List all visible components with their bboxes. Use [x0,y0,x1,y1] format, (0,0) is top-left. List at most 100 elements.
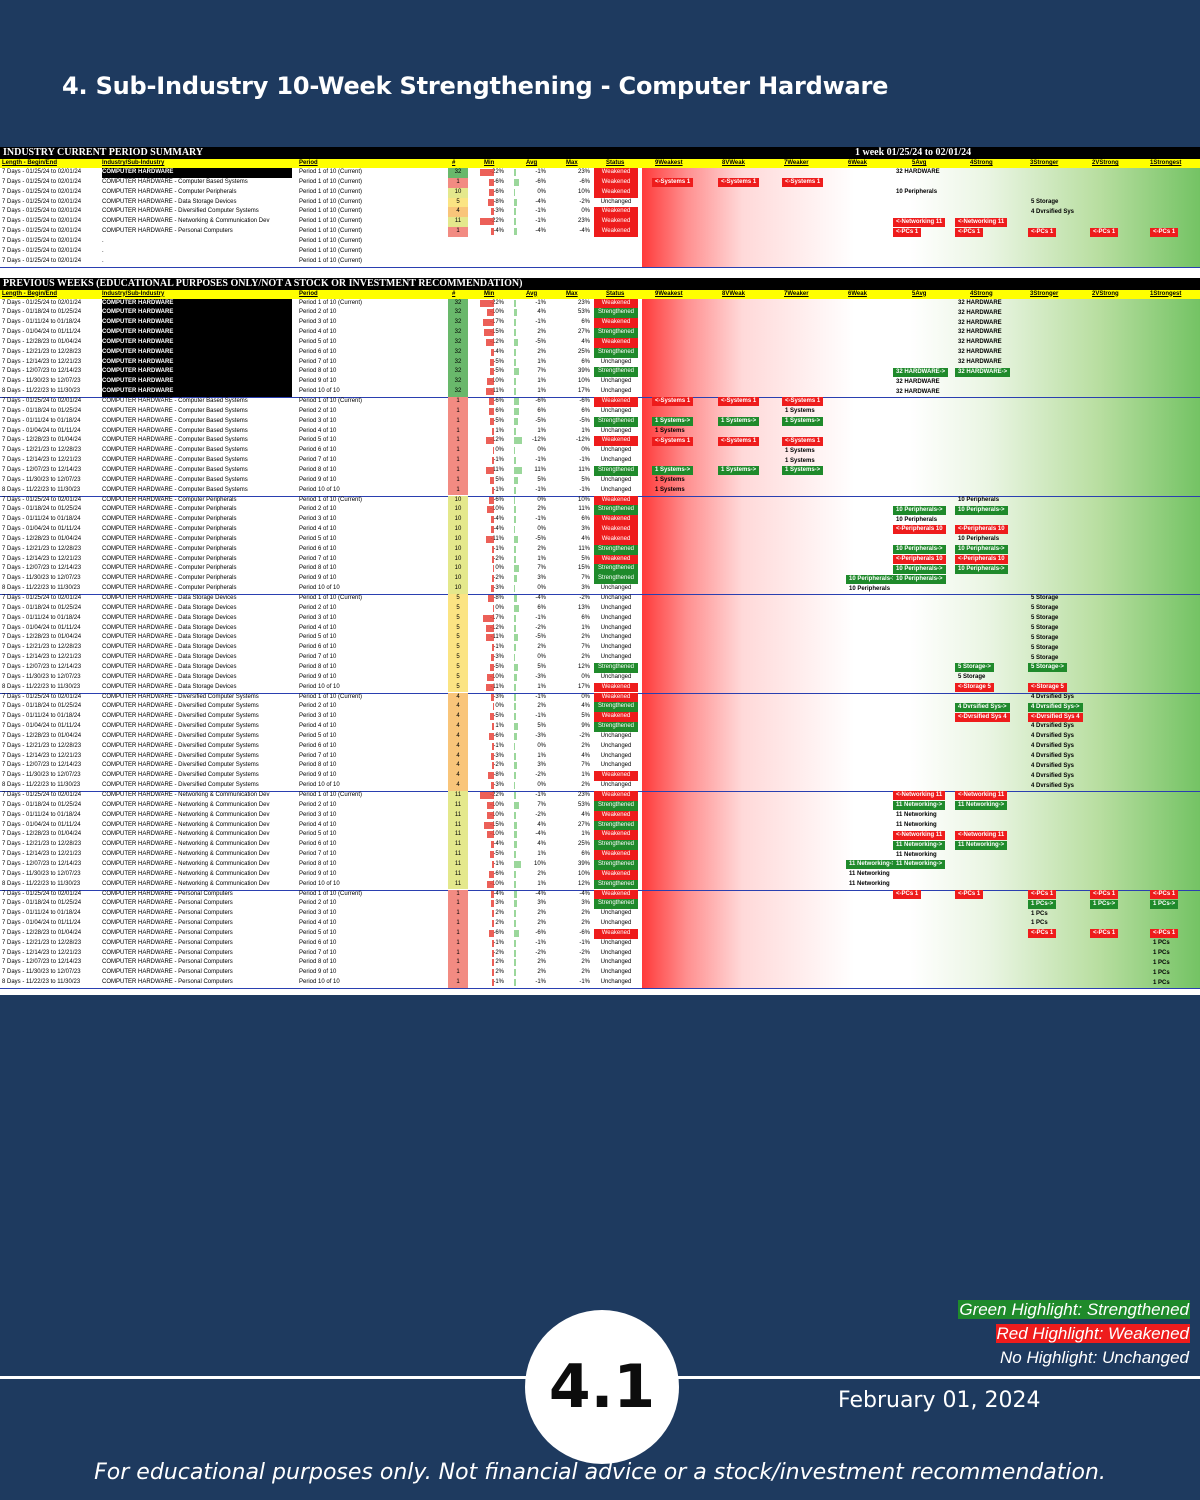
status-band-tag: <-PCs 1 [893,889,922,899]
min-bar [487,673,494,681]
min-bar [486,466,494,474]
period-cell: Period 7 of 10 [299,358,337,365]
avg-cell: -4% [508,830,548,840]
period-cell: Period 1 of 10 (Current) [299,693,363,700]
avg-cell: 2% [508,643,548,653]
min-bar [491,555,494,563]
max-cell: 4% [581,535,590,542]
status-cell: Weakened [594,830,638,841]
avg-cell: 3% [508,574,548,584]
avg-cell: -1% [508,939,548,949]
avg-bar [514,860,521,868]
status-cell: Weakened [594,436,638,447]
status-band-tag: <-Systems 1 [718,397,760,407]
min-cell: -8% [470,771,506,781]
avg-bar [514,969,517,977]
status-cell: Unchanged [600,358,632,365]
max-cell: 25% [577,348,590,355]
length-cell: 7 Days - 01/25/24 to 02/01/24 [2,198,82,205]
avg-cell: 0% [508,781,548,791]
industry-cell: COMPUTER HARDWARE - Personal Computers [102,979,233,986]
table-row: 7 Days - 12/21/23 to 12/28/23 COMPUTER HA… [0,741,1200,752]
avg-cell: 0% [508,653,548,663]
status-cell: Weakened [594,682,638,693]
table-row: 7 Days - 12/28/23 to 01/04/24 COMPUTER HA… [0,830,1200,841]
count-cell: 4 [448,722,468,732]
table-row: 7 Days - 01/04/24 to 01/11/24 COMPUTER HA… [0,623,1200,634]
length-cell: 7 Days - 01/04/24 to 01/11/24 [2,920,81,927]
status-band-tag: <-Peripherals 10 [893,555,946,564]
count-cell: 32 [448,377,468,388]
count-cell: 4 [448,692,468,703]
industry-cell: COMPUTER HARDWARE [102,337,292,348]
min-cell: -12% [470,338,506,348]
column-header: 8VWeak [722,290,745,297]
industry-cell: COMPUTER HARDWARE - Diversified Computer… [102,742,259,749]
avg-bar [514,398,519,405]
length-cell: 7 Days - 01/11/24 to 01/18/24 [2,910,81,917]
avg-cell: -2% [508,949,548,959]
avg-bar [514,703,517,711]
industry-cell: COMPUTER HARDWARE - Networking & Communi… [102,841,270,848]
status-band-tag: 1 Systems [655,487,685,494]
period-cell: Period 10 of 10 [299,585,340,592]
status-band-tag: 1 PCs [1031,920,1048,927]
status-band-tag: 32 HARDWARE [896,388,940,395]
length-cell: 7 Days - 01/25/24 to 02/01/24 [2,299,82,306]
count-cell: 10 [448,534,468,545]
min-cell: -17% [470,318,506,328]
length-cell: 7 Days - 12/21/23 to 12/28/23 [2,348,82,355]
avg-bar [514,368,520,376]
status-cell: Weakened [594,495,638,506]
period-cell: Period 1 of 10 (Current) [299,299,363,306]
status-cell: Unchanged [600,752,632,759]
max-cell: -1% [579,939,590,946]
table-row: 7 Days - 01/11/24 to 01/18/24 COMPUTER HA… [0,416,1200,427]
status-band-tag: <-PCs 1 [1150,889,1179,899]
avg-bar [514,486,516,494]
industry-cell: COMPUTER HARDWARE - Diversified Computer… [102,208,259,215]
period-cell: Period 1 of 10 (Current) [299,398,363,404]
status-cell: Weakened [594,810,638,821]
min-cell: -8% [470,594,506,604]
period-cell: Period 1 of 10 (Current) [299,208,363,215]
count-cell: 32 [448,318,468,329]
period-cell: Period 8 of 10 [299,959,337,966]
avg-cell: 4% [508,308,548,318]
min-cell: -12% [470,436,506,446]
length-cell: 7 Days - 11/30/23 to 12/07/23 [2,870,81,877]
status-band-tag: 1 Systems [655,427,685,434]
avg-cell: -5% [508,417,548,427]
period-cell: Period 1 of 10 (Current) [299,595,363,601]
status-cell: Weakened [594,207,638,218]
status-band-tag: <-Systems 1 [652,397,694,407]
min-cell: -4% [470,890,506,900]
period-cell: Period 9 of 10 [299,673,337,680]
status-cell: Weakened [594,889,638,900]
industry-cell: COMPUTER HARDWARE - Networking & Communi… [102,821,270,828]
table-row: 7 Days - 01/25/24 to 02/01/24 COMPUTER HA… [0,187,1200,198]
status-cell: Unchanged [600,624,632,631]
length-cell: 7 Days - 12/28/23 to 01/04/24 [2,929,82,936]
period-cell: Period 4 of 10 [299,920,337,927]
status-band-tag: 32 HARDWARE [958,339,1002,346]
industry-cell: COMPUTER HARDWARE - Data Storage Devices [102,663,237,670]
count-cell: 32 [448,328,468,338]
avg-cell: -4% [508,198,548,208]
min-bar [490,841,494,849]
report-date: February 01, 2024 [838,1388,1041,1413]
industry-cell: COMPUTER HARDWARE - Computer Based Syste… [102,407,248,414]
period-cell: Period 1 of 10 (Current) [299,792,363,798]
status-cell: Unchanged [600,910,632,917]
length-cell: 7 Days - 01/11/24 to 01/18/24 [2,713,81,720]
column-header-row: Length - Begin/End Industry/Sub-Industry P… [0,289,1200,299]
avg-bar [514,319,516,327]
count-cell: 32 [448,168,468,178]
length-cell: 7 Days - 11/30/23 to 12/07/23 [2,772,81,779]
table-row: 7 Days - 12/28/23 to 01/04/24 COMPUTER HA… [0,928,1200,939]
period-cell: Period 8 of 10 [299,860,337,867]
status-band-tag: 5 Storage [1031,644,1059,651]
max-cell: 23% [577,792,590,798]
min-bar [486,683,494,691]
count-cell: 11 [448,879,468,890]
